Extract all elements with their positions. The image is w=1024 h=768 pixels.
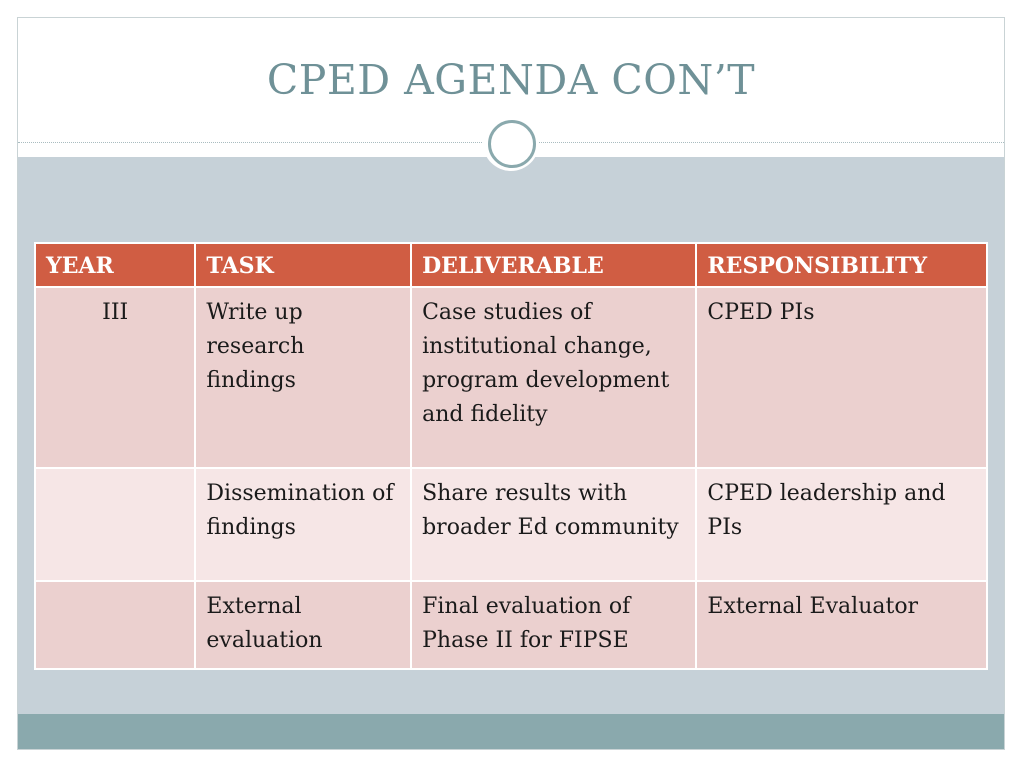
footer-band <box>18 714 1004 749</box>
deliverable-cell: Final evaluation of Phase II for FIPSE <box>410 580 698 670</box>
responsibility-cell: External Evaluator <box>695 580 988 670</box>
agenda-table: YEAR TASK DELIVERABLE RESPONSIBILITY III… <box>33 242 988 670</box>
table-header-row: YEAR TASK DELIVERABLE RESPONSIBILITY <box>33 242 988 288</box>
header-year: YEAR <box>33 242 197 288</box>
header-responsibility: RESPONSIBILITY <box>695 242 988 288</box>
year-cell <box>33 467 197 582</box>
deliverable-cell: Share results with broader Ed community <box>410 467 698 582</box>
table-row: III Write up research findings Case stud… <box>33 286 988 469</box>
slide-title: CPED AGENDA CON’T <box>266 56 756 104</box>
task-cell: Dissemination of findings <box>194 467 413 582</box>
table-row: External evaluation Final evaluation of … <box>33 580 988 670</box>
table-row: Dissemination of findings Share results … <box>33 467 988 582</box>
task-cell: Write up research findings <box>194 286 413 469</box>
slide: CPED AGENDA CON’T YEAR TASK DELIVERABLE … <box>17 17 1005 750</box>
circle-ornament-icon <box>483 115 539 171</box>
year-cell: III <box>33 286 197 469</box>
task-cell: External evaluation <box>194 580 413 670</box>
header-task: TASK <box>194 242 413 288</box>
responsibility-cell: CPED PIs <box>695 286 988 469</box>
header-deliverable: DELIVERABLE <box>410 242 698 288</box>
responsibility-cell: CPED leadership and PIs <box>695 467 988 582</box>
deliverable-cell: Case studies of institutional change, pr… <box>410 286 698 469</box>
circle-ring-icon <box>488 120 536 168</box>
year-cell <box>33 580 197 670</box>
